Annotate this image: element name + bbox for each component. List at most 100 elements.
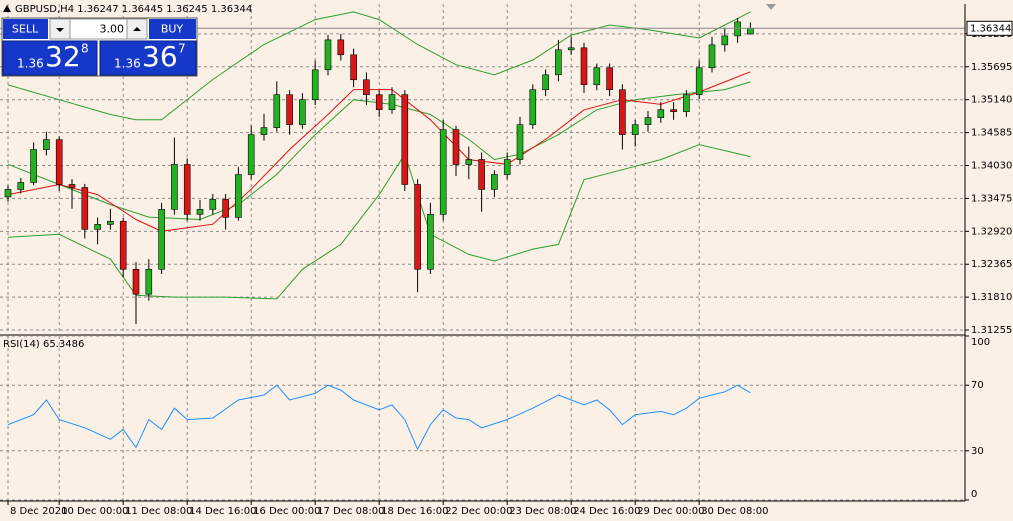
rsi-title: RSI(14) 65.3486 [3,339,84,350]
candle-body [286,94,293,125]
candle-body [43,139,50,150]
candle-body [107,221,114,225]
candle-body [4,189,12,198]
x-tick-label: 24 Dec 16:00 [573,506,640,517]
candle-body [465,159,473,165]
candle-body [708,44,716,69]
candle-body [55,139,63,185]
ask-prefix: 1.36 [114,57,141,71]
y-tick-label: 30 [971,446,984,457]
rsi-panel [0,336,965,501]
current-price-label: 1.36344 [970,23,1011,34]
y-tick-label: 100 [971,337,990,348]
candle-body [721,35,729,46]
y-tick-label: 1.32365 [971,259,1012,270]
bid-sup: 8 [81,42,89,56]
y-tick-label: 1.35140 [971,95,1012,106]
candle-body [299,99,306,125]
ask-big: 36 [142,40,178,73]
sell-label[interactable]: SELL [12,23,39,36]
candle-body [375,94,383,110]
candle-body [363,79,370,96]
x-tick-label: 8 Dec 2020 [10,506,68,517]
candle-body [311,69,319,100]
candle-body [414,184,421,270]
x-tick-label: 16 Dec 00:00 [253,506,320,517]
candle-body [388,94,396,110]
candle-body [273,94,281,128]
candle-body [183,164,191,215]
y-tick-label: 1.32920 [971,226,1012,237]
bid-prefix: 1.36 [17,57,44,71]
buy-label[interactable]: BUY [161,23,184,36]
candle-body [247,134,255,175]
x-tick-label: 10 Dec 00:00 [61,506,128,517]
symbol-marker [3,5,11,12]
candle-body [631,124,639,135]
candle-body [555,49,562,76]
x-tick-label: 11 Dec 08:00 [125,506,192,517]
spinner-arrow [133,27,141,31]
candle-body [94,224,101,230]
candle-body [196,209,204,215]
x-tick-label: 23 Dec 08:00 [509,506,576,517]
candle-body [68,184,76,188]
candle-body [734,21,741,37]
candle-body [580,47,588,86]
ask-tile[interactable] [99,40,197,76]
candle-body [529,89,537,125]
shift-marker [766,4,776,10]
candle-body [695,67,703,96]
candle-body [747,28,754,35]
candle-body [158,209,165,270]
bid-big: 32 [45,40,81,73]
candle-body [324,39,332,71]
x-tick-label: 22 Dec 00:00 [445,506,512,517]
dropdown-arrow [56,28,64,32]
candle-body [452,129,460,165]
rsi-line [7,384,751,451]
indicator-line [7,11,751,121]
candle-body [657,109,665,118]
y-tick-label: 70 [971,380,984,391]
y-tick-label: 1.31810 [971,292,1012,303]
candle-body [606,67,613,91]
x-tick-label: 17 Dec 08:00 [317,506,384,517]
indicator-line [7,81,751,221]
candle-body [209,199,217,210]
candle-body [132,268,140,295]
ask-sup: 7 [178,42,186,56]
x-tick-label: 18 Dec 16:00 [381,506,448,517]
candle-body [337,39,345,56]
x-tick-label: 29 Dec 00:00 [637,506,704,517]
candle-body [478,159,485,190]
candle-body [567,47,575,51]
axes: 1.362501.356951.351401.345851.340301.334… [7,20,1013,517]
sell-button[interactable] [3,19,48,39]
buy-button[interactable] [149,19,196,39]
y-tick-label: 0 [971,489,977,500]
candle-body [30,149,37,183]
y-tick-label: 1.34030 [971,161,1012,172]
candle-body [593,67,601,86]
y-tick-label: 1.31255 [971,325,1012,336]
candle-body [516,124,524,160]
candle-body [17,182,25,190]
chart-title: GBPUSD,H4 1.36247 1.36445 1.36245 1.3634… [15,4,252,15]
y-tick-label: 1.35695 [971,62,1012,73]
x-tick-label: 30 Dec 08:00 [701,506,768,517]
candle-body [683,94,690,112]
candle-body [439,129,447,215]
candle-body [171,164,178,210]
candle-body [145,268,153,295]
candle-body [235,174,242,218]
y-tick-label: 1.33475 [971,193,1012,204]
candle-body [119,221,127,270]
volume-value[interactable]: 3.00 [100,23,125,36]
bid-tile[interactable] [2,40,98,76]
candle-body [542,74,549,91]
candle-body [670,109,677,112]
